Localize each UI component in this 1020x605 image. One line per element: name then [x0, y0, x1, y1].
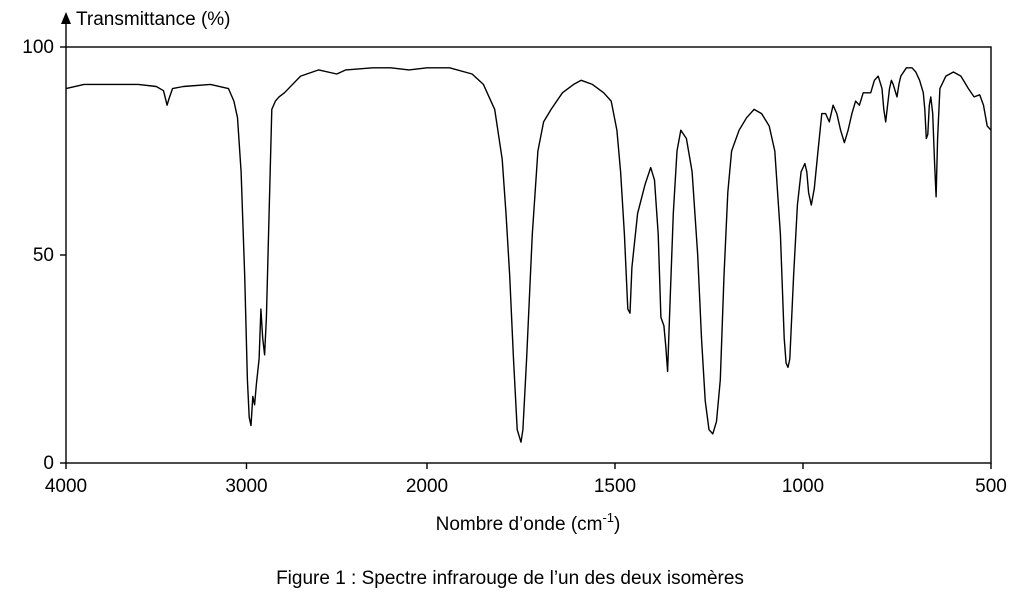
x-tick-label: 500 [975, 476, 1007, 497]
x-ticks: 4000 3000 2000 1500 1000 500 [45, 463, 1007, 497]
x-tick-label: 1000 [782, 476, 824, 497]
x-tick-label: 4000 [45, 476, 87, 497]
y-axis-title: Transmittance (%) [76, 9, 231, 30]
y-ticks: 0 50 100 [22, 37, 66, 474]
y-tick-label: 0 [43, 453, 54, 474]
x-axis-title-exponent: -1 [602, 510, 614, 525]
y-tick-label: 50 [33, 245, 54, 266]
transmittance-curve [65, 67, 992, 443]
x-axis-title-main: Nombre d’onde (cm [436, 514, 603, 535]
x-tick-label: 2000 [406, 476, 448, 497]
y-axis-arrow-head [61, 12, 71, 24]
ir-spectrum-chart: Transmittance (%) 0 50 100 4000 3000 2000 150… [22, 9, 1007, 535]
x-tick-label: 3000 [225, 476, 267, 497]
y-tick-label: 100 [22, 37, 54, 58]
x-axis-title: Nombre d’onde (cm-1) [436, 510, 621, 535]
plot-frame [65, 46, 992, 464]
figure-caption: Figure 1 : Spectre infrarouge de l’un de… [276, 568, 744, 589]
x-tick-label: 1500 [594, 476, 636, 497]
x-axis-title-close: ) [614, 514, 620, 535]
